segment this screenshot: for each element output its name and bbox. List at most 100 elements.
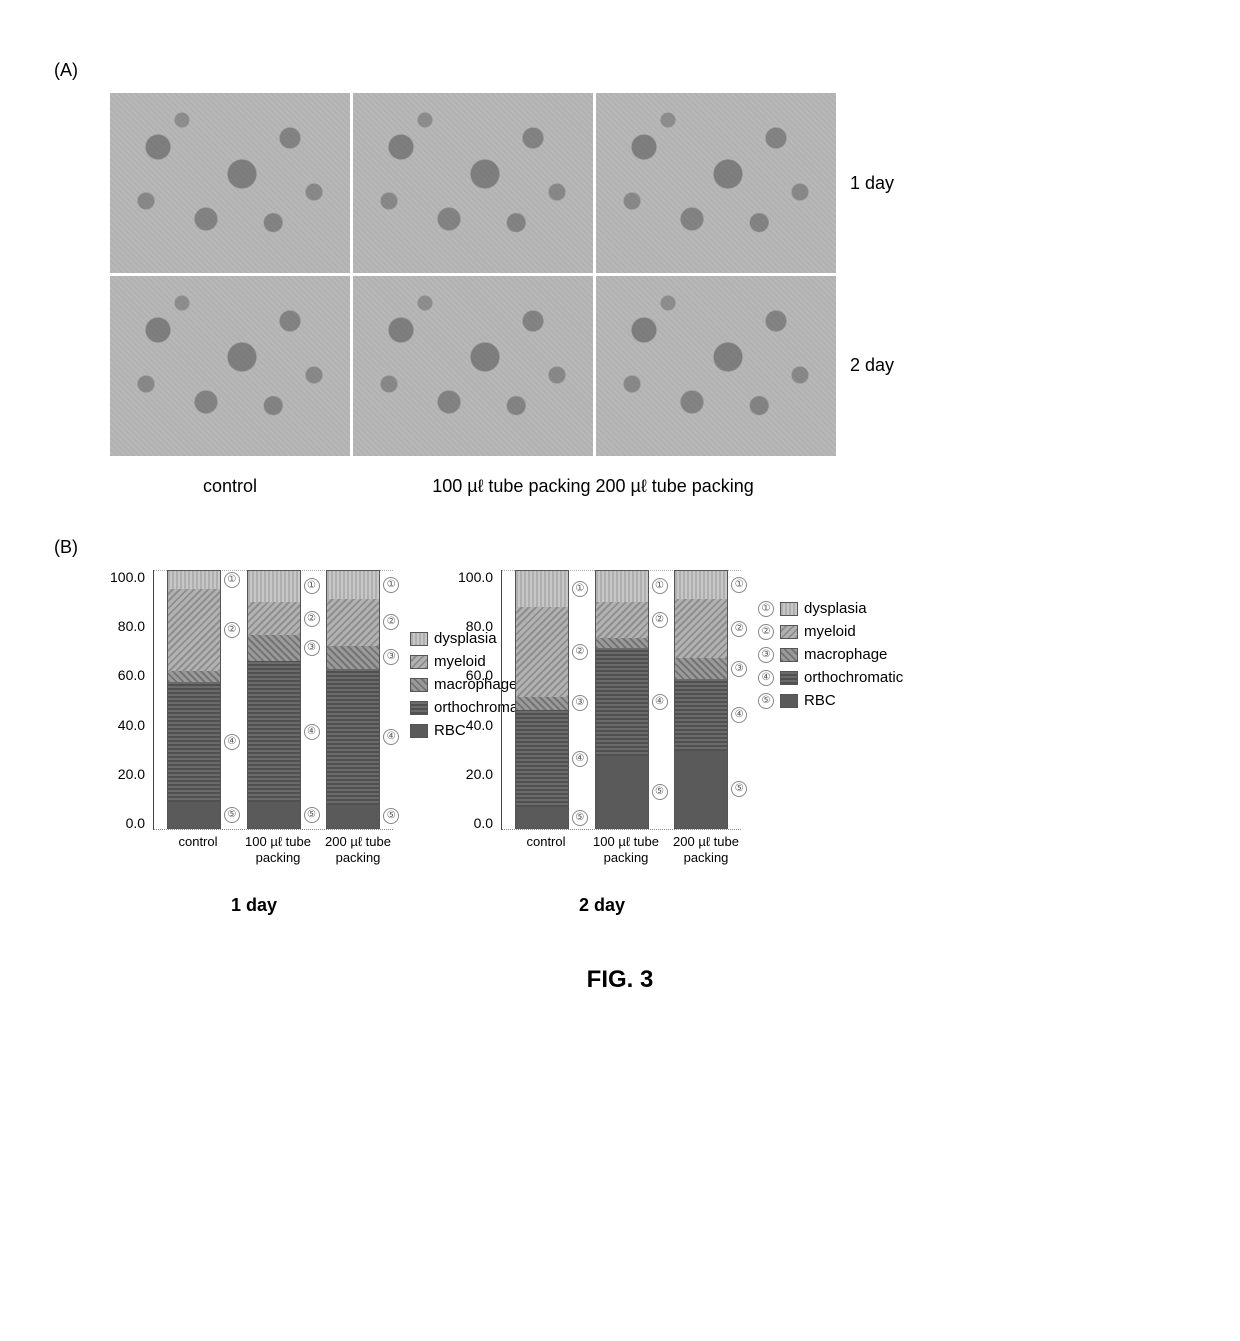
legend-number: ①: [758, 601, 774, 617]
bar-segment-dysplasia: ①: [248, 571, 300, 602]
segment-marker: ④: [383, 729, 399, 745]
y-tick: 80.0: [118, 619, 145, 633]
bar: ⑤④③②①: [515, 570, 569, 829]
panel-b-label: (B): [54, 537, 1190, 558]
x-labels-1: control 100 µℓ tube packing 200 µℓ tube …: [158, 834, 398, 865]
segment-marker: ②: [731, 621, 747, 637]
legend-label: orthochromatic: [804, 669, 903, 686]
row-label-1day: 1 day: [850, 173, 894, 194]
segment-marker: ①: [383, 577, 399, 593]
bar-segment-macrophage: ③: [516, 697, 568, 710]
segment-marker: ①: [652, 578, 668, 594]
bar-segment-myeloid: ②: [327, 599, 379, 645]
legend-number: ⑤: [758, 693, 774, 709]
bar-segment-myeloid: ②: [596, 602, 648, 638]
legend-row: ③ macrophage: [758, 646, 903, 663]
bar-segment-macrophage: [596, 638, 648, 648]
bar-segment-myeloid: ②: [168, 589, 220, 671]
legend-label: myeloid: [804, 623, 856, 640]
y-tick: 40.0: [118, 718, 145, 732]
bar-segment-myeloid: ②: [248, 602, 300, 635]
segment-marker: ⑤: [652, 784, 668, 800]
micrograph-grid: [110, 93, 836, 456]
chart-1day: 100.0 80.0 60.0 40.0 20.0 0.0 ⑤④②①⑤④③②①⑤…: [110, 570, 398, 916]
bar-segment-myeloid: ②: [516, 607, 568, 697]
legend-swatch: [410, 678, 428, 692]
y-tick: 60.0: [466, 668, 493, 682]
figure-caption: FIG. 3: [50, 966, 1190, 994]
chart-title-2: 2 day: [458, 895, 746, 916]
y-tick: 60.0: [118, 668, 145, 682]
bar-segment-macrophage: [168, 671, 220, 681]
bar-segment-RBC: ⑤: [516, 807, 568, 828]
y-axis-1: 100.0 80.0 60.0 40.0 20.0 0.0: [110, 570, 153, 830]
legend-swatch: [410, 632, 428, 646]
x-label: control: [161, 834, 236, 865]
bar-segment-dysplasia: ①: [675, 571, 727, 599]
bar-segment-dysplasia: ①: [168, 571, 220, 589]
charts-row: 100.0 80.0 60.0 40.0 20.0 0.0 ⑤④②①⑤④③②①⑤…: [110, 570, 1190, 916]
bar-segment-RBC: ⑤: [596, 756, 648, 828]
legend-number: ③: [758, 647, 774, 663]
segment-marker: ②: [304, 611, 320, 627]
legend-swatch: [780, 602, 798, 616]
panel-a-row-labels: 1 day 2 day: [850, 93, 894, 456]
legend-row: ④ orthochromatic: [758, 669, 903, 686]
bar-segment-macrophage: ③: [675, 658, 727, 679]
segment-marker: ①: [224, 572, 240, 588]
bar: ⑤④②①: [595, 570, 649, 829]
micrograph-cell: [353, 276, 593, 456]
x-label: 200 µℓ tube packing: [321, 834, 396, 865]
segment-marker: ⑤: [304, 807, 320, 823]
micrograph-cell: [596, 276, 836, 456]
x-label: 100 µℓ tube packing: [589, 834, 664, 865]
legend-2: ①dysplasia②myeloid③macrophage④orthochrom…: [758, 600, 903, 715]
bar: ⑤④③②①: [247, 570, 301, 829]
segment-marker: ①: [731, 577, 747, 593]
segment-marker: ⑤: [224, 807, 240, 823]
bar-segment-RBC: ⑤: [248, 802, 300, 828]
bar-segment-orthochromatic: ④: [516, 710, 568, 808]
y-axis-2: 100.0 80.0 60.0 40.0 20.0 0.0: [458, 570, 501, 830]
x-labels-2: control 100 µℓ tube packing 200 µℓ tube …: [506, 834, 746, 865]
legend-number: ④: [758, 670, 774, 686]
bar: ⑤④②①: [167, 570, 221, 829]
col-label-packing: 100 µℓ tube packing 200 µℓ tube packing: [350, 476, 836, 497]
bar-segment-RBC: ⑤: [675, 751, 727, 828]
y-tick: 80.0: [466, 619, 493, 633]
plot-1: ⑤④②①⑤④③②①⑤④③②①: [153, 570, 393, 830]
segment-marker: ⑤: [572, 810, 588, 826]
x-label: 100 µℓ tube packing: [241, 834, 316, 865]
x-label: control: [509, 834, 584, 865]
segment-marker: ④: [224, 734, 240, 750]
y-tick: 20.0: [118, 767, 145, 781]
bar-segment-orthochromatic: ④: [168, 682, 220, 803]
y-tick: 0.0: [126, 816, 145, 830]
segment-marker: ⑤: [731, 781, 747, 797]
y-tick: 20.0: [466, 767, 493, 781]
bar-segment-orthochromatic: ④: [327, 669, 379, 805]
bar-segment-orthochromatic: ④: [675, 679, 727, 751]
bar-segment-dysplasia: ①: [596, 571, 648, 602]
segment-marker: ③: [383, 649, 399, 665]
segment-marker: ①: [304, 578, 320, 594]
chart-2day: 100.0 80.0 60.0 40.0 20.0 0.0 ⑤④③②①⑤④②①⑤…: [458, 570, 746, 916]
bar-segment-RBC: ⑤: [327, 805, 379, 828]
row-label-2day: 2 day: [850, 355, 894, 376]
bar: ⑤④③②①: [674, 570, 728, 829]
legend-number: ②: [758, 624, 774, 640]
micrograph-cell: [110, 93, 350, 273]
legend-label: macrophage: [804, 646, 887, 663]
bar-segment-dysplasia: ①: [327, 571, 379, 599]
panel-a: 1 day 2 day: [110, 93, 1190, 456]
legend-swatch: [410, 724, 428, 738]
bar-segment-macrophage: ③: [248, 635, 300, 661]
y-tick: 100.0: [458, 570, 493, 584]
segment-marker: ①: [572, 581, 588, 597]
micrograph-cell: [353, 93, 593, 273]
legend-row: ② myeloid: [758, 623, 903, 640]
segment-marker: ②: [383, 614, 399, 630]
y-tick: 0.0: [474, 816, 493, 830]
legend-swatch: [410, 655, 428, 669]
segment-marker: ④: [731, 707, 747, 723]
